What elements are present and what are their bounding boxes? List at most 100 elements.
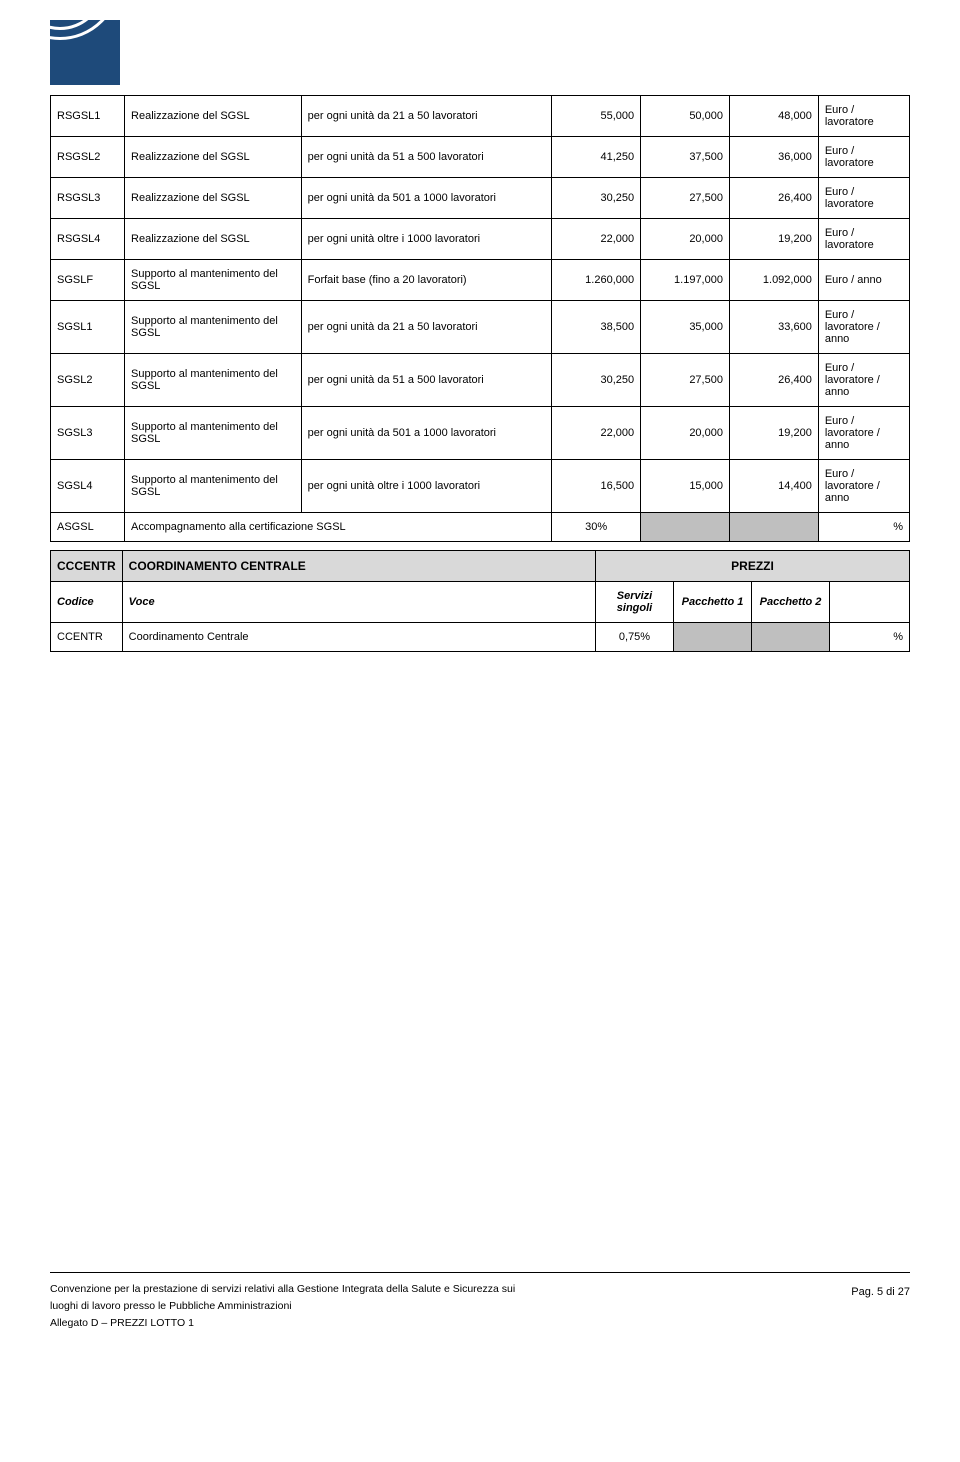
cell-value: 38,500 [552, 301, 641, 354]
cell-desc: per ogni unità da 21 a 50 lavoratori [301, 301, 552, 354]
cell-value: 30,250 [552, 354, 641, 407]
cell-value: 20,000 [641, 407, 730, 460]
page-footer: Pag. 5 di 27 Convenzione per la prestazi… [50, 1272, 910, 1331]
cell-desc: per ogni unità oltre i 1000 lavoratori [301, 219, 552, 260]
cell-voce: Realizzazione del SGSL [125, 96, 302, 137]
col-pacchetto1: Pacchetto 1 [674, 582, 752, 623]
col-unit-empty [830, 582, 910, 623]
cell-voce: Realizzazione del SGSL [125, 178, 302, 219]
table-row: ASGSLAccompagnamento alla certificazione… [51, 513, 910, 542]
cell-unit: Euro / lavoratore / anno [818, 301, 909, 354]
cell-desc: per ogni unità da 51 a 500 lavoratori [301, 354, 552, 407]
cell-desc: per ogni unità oltre i 1000 lavoratori [301, 460, 552, 513]
cell-empty-grey [674, 623, 752, 652]
cell-value: 22,000 [552, 219, 641, 260]
table-row: RSGSL4Realizzazione del SGSLper ogni uni… [51, 219, 910, 260]
cell-value: 27,500 [641, 178, 730, 219]
cell-value: 55,000 [552, 96, 641, 137]
cell-value: 37,500 [641, 137, 730, 178]
cell-code: RSGSL1 [51, 96, 125, 137]
cell-voce: Supporto al mantenimento del SGSL [125, 354, 302, 407]
table-row: RSGSL1Realizzazione del SGSLper ogni uni… [51, 96, 910, 137]
section-prezzi: PREZZI [596, 551, 910, 582]
cell-voce: Realizzazione del SGSL [125, 137, 302, 178]
page-number: Pag. 5 di 27 [851, 1284, 910, 1302]
cell-voce: Supporto al mantenimento del SGSL [125, 260, 302, 301]
cell-unit: Euro / lavoratore / anno [818, 407, 909, 460]
table-row: CCENTR Coordinamento Centrale 0,75% % [51, 623, 910, 652]
cell-value: 19,200 [729, 219, 818, 260]
cell-voce: Coordinamento Centrale [122, 623, 595, 652]
cell-desc: per ogni unità da 51 a 500 lavoratori [301, 137, 552, 178]
brand-logo [50, 20, 120, 85]
cell-code: ASGSL [51, 513, 125, 542]
cell-value: 20,000 [641, 219, 730, 260]
cell-unit: Euro / lavoratore / anno [818, 460, 909, 513]
cell-unit: Euro / lavoratore [818, 96, 909, 137]
cell-value: 19,200 [729, 407, 818, 460]
section-code: CCCENTR [51, 551, 123, 582]
cell-value: 50,000 [641, 96, 730, 137]
main-table: RSGSL1Realizzazione del SGSLper ogni uni… [50, 95, 910, 542]
cell-value: 35,000 [641, 301, 730, 354]
table-row: SGSLFSupporto al mantenimento del SGSLFo… [51, 260, 910, 301]
table-row: RSGSL2Realizzazione del SGSLper ogni uni… [51, 137, 910, 178]
cell-value: 41,250 [552, 137, 641, 178]
cell-value: 1.260,000 [552, 260, 641, 301]
cell-value: 15,000 [641, 460, 730, 513]
cell-value: 48,000 [729, 96, 818, 137]
cell-code: SGSL2 [51, 354, 125, 407]
cell-unit: Euro / lavoratore [818, 178, 909, 219]
col-voce: Voce [122, 582, 595, 623]
cell-value: 16,500 [552, 460, 641, 513]
cell-voce: Accompagnamento alla certificazione SGSL [125, 513, 552, 542]
cell-code: SGSL3 [51, 407, 125, 460]
cell-value: 30,250 [552, 178, 641, 219]
column-header-row: Codice Voce Servizi singoli Pacchetto 1 … [51, 582, 910, 623]
cell-value: 26,400 [729, 178, 818, 219]
footer-text-3: Allegato D – PREZZI LOTTO 1 [50, 1315, 910, 1332]
cell-unit: Euro / lavoratore / anno [818, 354, 909, 407]
cell-desc: Forfait base (fino a 20 lavoratori) [301, 260, 552, 301]
table-row: RSGSL3Realizzazione del SGSLper ogni uni… [51, 178, 910, 219]
cell-value: 27,500 [641, 354, 730, 407]
cell-desc: per ogni unità da 501 a 1000 lavoratori [301, 178, 552, 219]
table-row: SGSL2Supporto al mantenimento del SGSLpe… [51, 354, 910, 407]
cell-code: SGSL1 [51, 301, 125, 354]
cell-code: RSGSL3 [51, 178, 125, 219]
table-row: SGSL4Supporto al mantenimento del SGSLpe… [51, 460, 910, 513]
cell-code: CCENTR [51, 623, 123, 652]
footer-text-2: luoghi di lavoro presso le Pubbliche Amm… [50, 1298, 910, 1315]
cell-value: 1.092,000 [729, 260, 818, 301]
cell-unit: Euro / anno [818, 260, 909, 301]
cell-value: 14,400 [729, 460, 818, 513]
cell-unit: Euro / lavoratore [818, 219, 909, 260]
cell-code: RSGSL4 [51, 219, 125, 260]
cell-unit: Euro / lavoratore [818, 137, 909, 178]
cell-value: 36,000 [729, 137, 818, 178]
cell-voce: Supporto al mantenimento del SGSL [125, 301, 302, 354]
cell-empty-grey [641, 513, 730, 542]
section-header-row: CCCENTR COORDINAMENTO CENTRALE PREZZI [51, 551, 910, 582]
col-pacchetto2: Pacchetto 2 [752, 582, 830, 623]
cell-empty-grey [752, 623, 830, 652]
cell-voce: Supporto al mantenimento del SGSL [125, 460, 302, 513]
cell-value: 22,000 [552, 407, 641, 460]
table-row: SGSL1Supporto al mantenimento del SGSLpe… [51, 301, 910, 354]
cell-unit: % [830, 623, 910, 652]
cell-value: 33,600 [729, 301, 818, 354]
cell-voce: Realizzazione del SGSL [125, 219, 302, 260]
cell-desc: per ogni unità da 501 a 1000 lavoratori [301, 407, 552, 460]
col-servizi: Servizi singoli [596, 582, 674, 623]
cell-code: SGSLF [51, 260, 125, 301]
cell-value: 30% [552, 513, 641, 542]
cell-value: 26,400 [729, 354, 818, 407]
cell-code: SGSL4 [51, 460, 125, 513]
cell-desc: per ogni unità da 21 a 50 lavoratori [301, 96, 552, 137]
footer-text-1: Convenzione per la prestazione di serviz… [50, 1281, 910, 1298]
cell-value: 1.197,000 [641, 260, 730, 301]
cell-value: 0,75% [596, 623, 674, 652]
cell-empty-grey [729, 513, 818, 542]
cell-unit: % [818, 513, 909, 542]
cccentr-table: CCCENTR COORDINAMENTO CENTRALE PREZZI Co… [50, 550, 910, 652]
